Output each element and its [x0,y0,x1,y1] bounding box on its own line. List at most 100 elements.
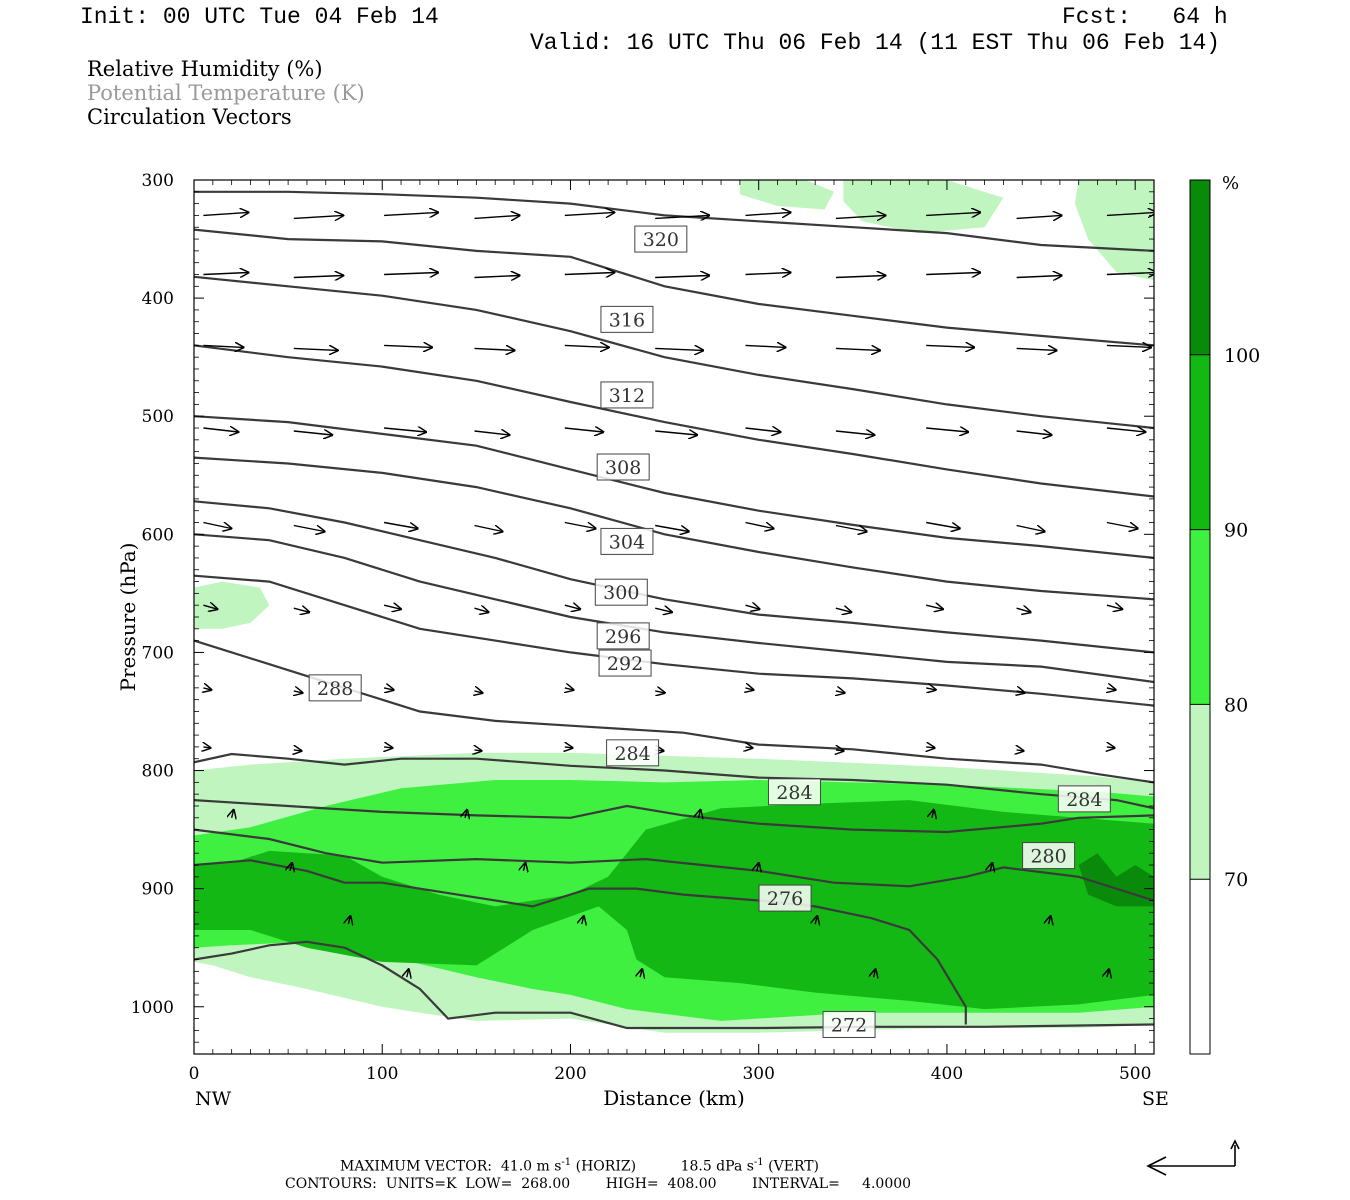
reference-vector-icon [1146,1139,1240,1176]
x-end-left: NW [195,1088,232,1110]
svg-text:276: 276 [767,888,803,910]
circulation-vector [1106,273,1154,275]
theta-contour-312 [194,275,1154,430]
circulation-vector [835,431,875,435]
circulation-vector [926,212,980,215]
circulation-vector [474,608,489,612]
colorbar-level-label: 80 [1224,694,1248,716]
theta-contour-296 [194,500,1154,654]
vert-unit: (VERT) [768,1158,820,1175]
circulation-vector [203,428,238,432]
circulation-vector [1107,688,1116,690]
circulation-vector [293,431,333,435]
rh-region-3 [843,180,1004,234]
y-tick-label: 800 [142,762,174,782]
y-tick-label: 900 [142,880,174,900]
circulation-vector [203,688,211,690]
circulation-vector [835,348,880,350]
circulation-vector [203,212,248,215]
circulation-vector [655,691,665,693]
svg-text:288: 288 [317,678,353,700]
circulation-vector [348,916,350,924]
colorbar-level-label: 90 [1224,520,1248,542]
y-tick-label: 500 [142,407,174,427]
rh-region-1 [194,581,270,629]
circulation-vector [926,273,980,275]
vert-value: 18.5 dPa s [680,1158,754,1175]
svg-text:284: 284 [1066,789,1102,811]
legend-potential-temperature: Potential Temperature (K) [87,81,365,105]
x-tick-label: 300 [742,1064,774,1084]
circulation-vector [874,969,876,977]
contour-label-284: 284 [767,778,821,806]
colorbar-swatch [1190,879,1210,1054]
colorbar-level-label: 100 [1224,345,1260,367]
contour-label-284: 284 [1057,785,1111,813]
circulation-vector [745,212,791,215]
circulation-vector [1017,750,1024,751]
circulation-vector [564,428,604,432]
svg-text:280: 280 [1030,846,1066,868]
circulation-vector [290,863,292,871]
circulation-vector [655,215,709,218]
circulation-vector [655,524,689,532]
circulation-vector [757,863,759,871]
legend-circulation-vectors: Circulation Vectors [87,105,292,129]
circulation-vector [523,863,525,871]
circulation-vector [835,276,886,278]
theta-contour-284 [194,752,1154,810]
x-axis-label: Distance (km) [603,1086,745,1110]
x-tick-label: 500 [1119,1064,1151,1084]
contour-label-276: 276 [758,884,812,912]
rh-region-7 [1078,853,1154,907]
circulation-vector [203,747,210,748]
circulation-vector [203,605,217,609]
legend-relative-humidity: Relative Humidity (%) [87,57,323,81]
circulation-vector [565,688,574,690]
contour-label-280: 280 [1022,842,1076,870]
circulation-vector [655,431,697,435]
svg-text:316: 316 [609,309,645,331]
theta-contour-300 [194,456,1154,601]
circulation-vector [1016,524,1045,532]
circulation-vector [384,273,438,275]
forecast-hour: Fcst: 64 h [1062,4,1228,30]
circulation-vector [655,348,703,350]
svg-text:284: 284 [776,782,812,804]
circulation-vector [1016,215,1062,218]
circulation-vector [465,810,467,818]
colorbar-swatch [1190,354,1210,530]
circulation-vector [1107,747,1115,748]
contour-label-296: 296 [596,622,650,650]
contour-label-272: 272 [822,1010,876,1038]
theta-contour-276 [194,859,967,1025]
svg-text:296: 296 [605,626,641,648]
svg-text:312: 312 [609,385,645,407]
circulation-vector [932,810,934,818]
exponent: -1 [561,1157,572,1168]
circulation-vector [745,345,786,347]
circulation-vector [835,524,867,532]
circulation-vector [1016,276,1062,278]
circulation-vector [294,750,302,751]
circulation-vector [203,521,231,529]
circulation-vector [293,276,344,278]
circulation-vector [926,345,974,347]
circulation-vector [293,608,309,612]
axis-layer: 0 100 200 300 400 500 300 400 500 600 700 800 900 100… [131,171,1155,1084]
circulation-vector [564,212,615,215]
x-tick-label: 100 [366,1064,398,1084]
circulation-vector [836,750,844,751]
contour-label-312: 312 [600,381,654,409]
svg-text:320: 320 [643,229,679,251]
circulation-vector [1016,348,1057,350]
circulation-vector [926,747,934,748]
svg-text:292: 292 [607,653,643,675]
contour-label-284: 284 [606,739,660,767]
circulation-vector [582,916,584,924]
contour-label-320: 320 [634,225,688,253]
circulation-vector [746,747,753,748]
circulation-vector [926,688,936,690]
max-vector-value: MAXIMUM VECTOR: 41.0 m s [340,1158,562,1175]
circulation-vector [926,521,960,529]
